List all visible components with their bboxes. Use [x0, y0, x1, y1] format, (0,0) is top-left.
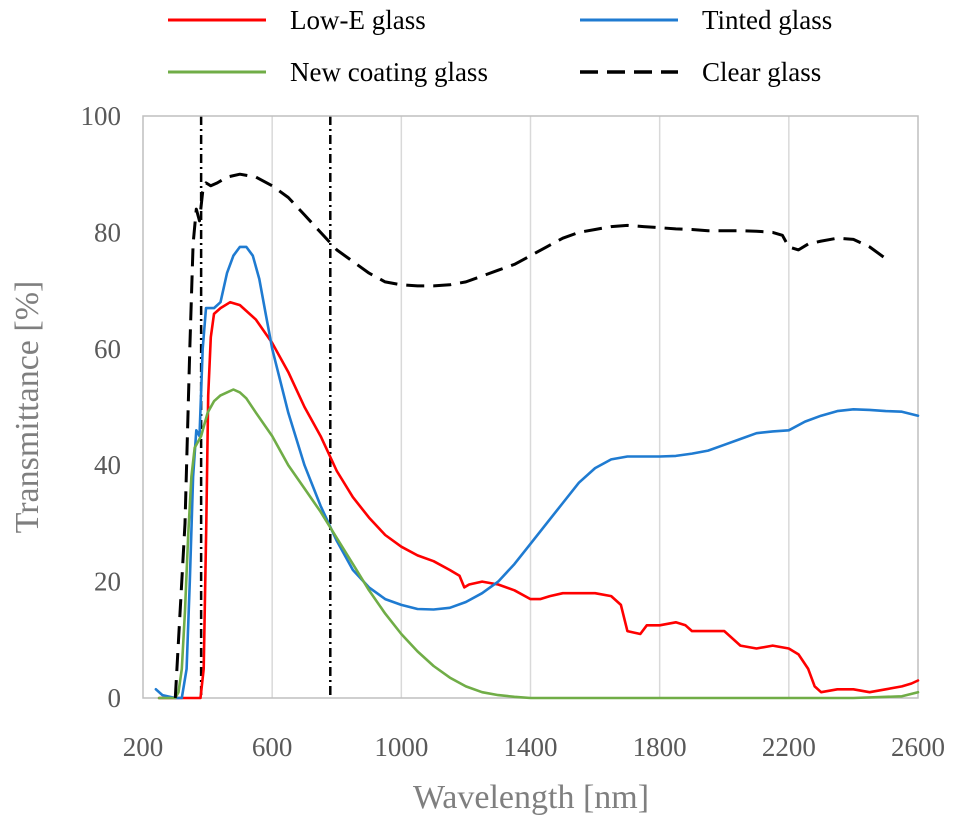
x-tick-label: 2200 — [762, 732, 816, 762]
tick-labels: 200 600 1000 1400 1800 2200 2600 0 20 40 60 80 100 — [81, 101, 946, 762]
series-line — [157, 300, 920, 700]
x-tick-label: 1800 — [633, 732, 687, 762]
x-axis-title: Wavelength [nm] — [413, 779, 649, 816]
y-tick-label: 100 — [81, 101, 122, 131]
y-tick-label: 40 — [94, 450, 121, 480]
legend-label: Low-E glass — [290, 5, 426, 35]
x-tick-label: 1400 — [504, 732, 558, 762]
y-tick-label: 0 — [108, 683, 122, 713]
series-line — [154, 245, 920, 700]
x-tick-label: 600 — [252, 732, 293, 762]
vertical-gridlines — [271, 116, 790, 698]
x-tick-label: 1000 — [374, 732, 428, 762]
y-axis-title: Transmittance [%] — [9, 281, 46, 534]
legend-label: Tinted glass — [702, 5, 832, 35]
series-line — [157, 388, 920, 700]
legend-label: Clear glass — [702, 57, 821, 87]
x-tick-label: 2600 — [891, 732, 945, 762]
reference-lines — [199, 116, 332, 698]
x-tick-label: 200 — [123, 732, 164, 762]
series-line — [173, 172, 887, 699]
y-tick-label: 80 — [94, 217, 121, 247]
y-tick-label: 20 — [94, 567, 121, 597]
series-lines — [154, 172, 920, 700]
legend: Low-E glass Tinted glass New coating glass… — [168, 5, 832, 87]
legend-label: New coating glass — [290, 57, 488, 87]
y-tick-label: 60 — [94, 334, 121, 364]
